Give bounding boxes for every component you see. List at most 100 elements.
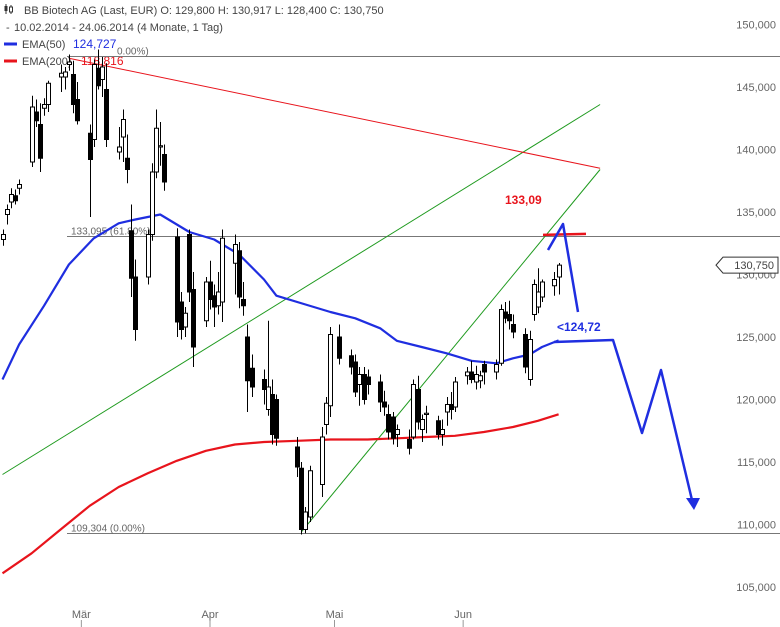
candle-body-down — [503, 311, 508, 319]
candle-body-down — [469, 371, 474, 380]
candle-body-down — [507, 314, 512, 322]
candle-body-up — [266, 386, 271, 410]
candle-body-up — [9, 194, 14, 203]
x-tick-label: Jun — [454, 609, 472, 621]
fib-level-label: 133,095 (61.80%) — [71, 227, 151, 238]
candle-body-down — [449, 404, 454, 410]
candle-body-up — [445, 404, 450, 413]
candle-body-down — [175, 236, 180, 323]
plot-area: 150,000145,000140,000135,000130,000125,0… — [1, 20, 780, 627]
candle-body-down — [13, 195, 18, 202]
y-tick-label: 120,000 — [736, 395, 776, 407]
y-tick-label: 110,000 — [737, 520, 776, 532]
candle-body-down — [212, 295, 217, 308]
candle-body-down — [362, 374, 367, 400]
forecast-path-down — [553, 338, 694, 501]
candle-body-up — [150, 171, 155, 235]
candle-body-up — [424, 412, 429, 415]
candle-body-up — [46, 82, 51, 105]
candle-body-down — [104, 89, 109, 140]
candle-body-up — [357, 374, 362, 385]
ema200-line — [1, 413, 559, 575]
forecast-path-up — [546, 222, 580, 313]
candle-body-up — [499, 309, 504, 364]
candle-body-up — [1, 234, 6, 240]
candle-body-down — [71, 74, 76, 105]
candle-body-up — [465, 371, 470, 377]
candle-body-down — [162, 154, 167, 183]
candle-body-up — [92, 64, 97, 140]
candle-body-down — [237, 250, 242, 298]
candle-body-up — [117, 146, 122, 153]
chart-header: BB Biotech AG (Last, EUR) O: 129,800 H: … — [4, 4, 384, 68]
candle-body-down — [88, 132, 93, 160]
candle-body-up — [233, 244, 238, 264]
dash-icon: - — [6, 22, 10, 34]
candle-body-up — [216, 291, 221, 307]
candle-body-down — [349, 355, 354, 368]
candle-body-down — [270, 394, 275, 435]
candle-body-up — [204, 281, 209, 322]
candle-body-up — [532, 284, 537, 315]
candle-body-up — [158, 145, 163, 148]
ema200-legend-label: EMA(200) — [22, 56, 72, 68]
candle-body-up — [420, 419, 425, 430]
candle-body-up — [453, 381, 458, 408]
candle-body-up — [552, 279, 557, 287]
candle-body-down — [262, 379, 267, 390]
candle-icon — [4, 4, 13, 14]
ema50-legend-label: EMA(50) — [22, 39, 65, 51]
candle-body-down — [241, 299, 246, 307]
ema50-legend-value: 124,727 — [73, 37, 117, 51]
candle-body-up — [183, 312, 188, 328]
candle-body-up — [146, 234, 151, 278]
candle-body-down — [366, 376, 371, 385]
green-trendline — [2, 104, 601, 475]
candle-body-up — [67, 61, 72, 65]
candle-body-down — [250, 367, 255, 388]
fib-level-label: 109,304 (0.00%) — [71, 524, 145, 535]
green-trendline — [300, 169, 601, 533]
candle-body-down — [337, 336, 342, 359]
candle-body-down — [179, 301, 184, 330]
candle-body-down — [353, 361, 358, 393]
candle-body-down — [274, 399, 279, 439]
candle-body-down — [125, 157, 130, 170]
candle-body-up — [478, 375, 483, 382]
target-level-label: 133,09 — [505, 193, 542, 207]
candle-body-down — [391, 416, 396, 439]
candle-body-up — [220, 237, 225, 303]
last-price-label: 130,750 — [734, 260, 774, 272]
candle-body-up — [5, 209, 10, 215]
candle-body-up — [121, 119, 126, 138]
candle-body-up — [557, 264, 562, 278]
ema50-line — [1, 213, 560, 380]
candle-body-down — [511, 324, 516, 333]
candle-body-up — [320, 436, 325, 485]
candle-body-down — [299, 467, 304, 530]
candle-body-down — [75, 99, 80, 122]
candle-body-down — [482, 364, 487, 373]
ema50-forecast-label: <124,72 — [557, 320, 601, 334]
candle-body-up — [154, 127, 159, 173]
candle-body-up — [59, 72, 64, 78]
y-tick-label: 150,000 — [736, 20, 776, 32]
candle-body-up — [17, 184, 22, 189]
candle-body-down — [416, 389, 421, 423]
red-trendline — [68, 57, 601, 169]
candle-body-up — [100, 66, 105, 80]
candle-body-down — [129, 230, 134, 279]
forecast-arrow-head — [686, 498, 700, 510]
candle-body-down — [407, 439, 412, 449]
y-tick-label: 115,000 — [737, 457, 776, 469]
candle-body-up — [30, 106, 35, 163]
candle-body-up — [528, 339, 533, 380]
candle-body-down — [38, 124, 43, 159]
candle-body-down — [34, 111, 39, 122]
fib-level-label: 0.00%) — [117, 47, 149, 58]
last-price-box — [715, 256, 779, 274]
candle-body-down — [295, 446, 300, 468]
y-tick-label: 145,000 — [736, 82, 776, 94]
period-label: 10.02.2014 - 24.06.2014 (4 Monate, 1 Tag… — [14, 22, 223, 34]
